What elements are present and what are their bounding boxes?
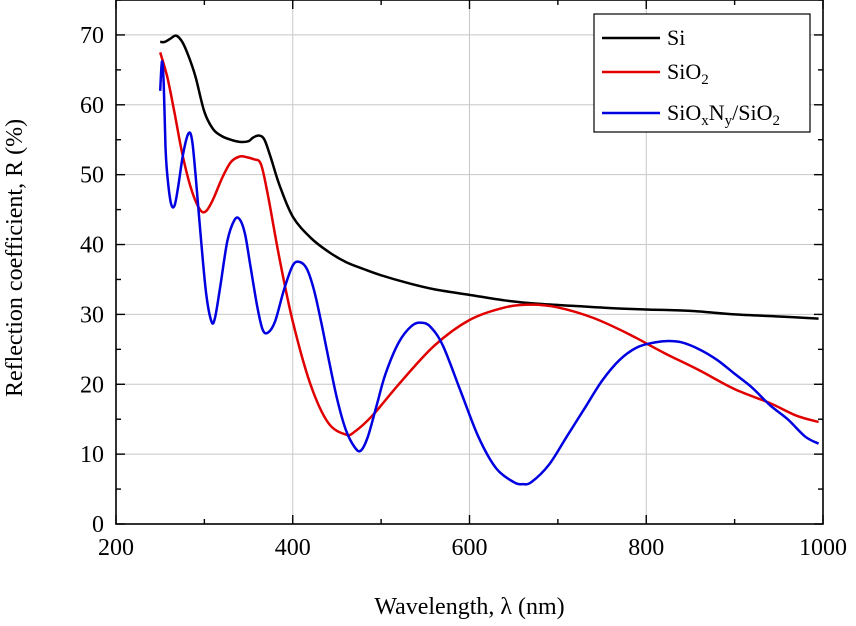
- y-tick-label: 30: [80, 302, 104, 328]
- legend-label-sio2: SiO2: [667, 59, 709, 88]
- x-tick-label: 400: [275, 535, 311, 561]
- x-tick-label: 600: [452, 535, 488, 561]
- y-axis-title: Reflection coefficient, R (%): [2, 119, 28, 397]
- legend-label-si: Si: [667, 25, 685, 50]
- y-tick-label: 70: [80, 23, 104, 49]
- legend: Si SiO2 SiOxNy/SiO2: [593, 13, 811, 133]
- x-axis-title: Wavelength, λ (nm): [374, 594, 564, 620]
- y-tick-label: 10: [80, 442, 104, 468]
- series-sioxny-line: [158, 60, 820, 486]
- legend-label-sioxny: SiOxNy/SiO2: [667, 100, 780, 129]
- x-tick-label: 1000: [799, 535, 847, 561]
- ticks: [115, 0, 824, 525]
- series-group: [158, 34, 820, 486]
- y-tick-label: 50: [80, 163, 104, 189]
- series-si-line: [160, 34, 819, 320]
- y-tick-label: 40: [80, 233, 104, 259]
- y-tick-label: 60: [80, 93, 104, 119]
- x-tick-label: 200: [98, 535, 134, 561]
- y-tick-label: 20: [80, 372, 104, 398]
- tick-labels: 200 400 600 800 1000 0 10 20 30 40 50 60 70: [80, 23, 847, 561]
- y-tick-label: 0: [92, 512, 104, 538]
- series-sio2-line: [158, 52, 819, 437]
- x-tick-label: 800: [628, 535, 664, 561]
